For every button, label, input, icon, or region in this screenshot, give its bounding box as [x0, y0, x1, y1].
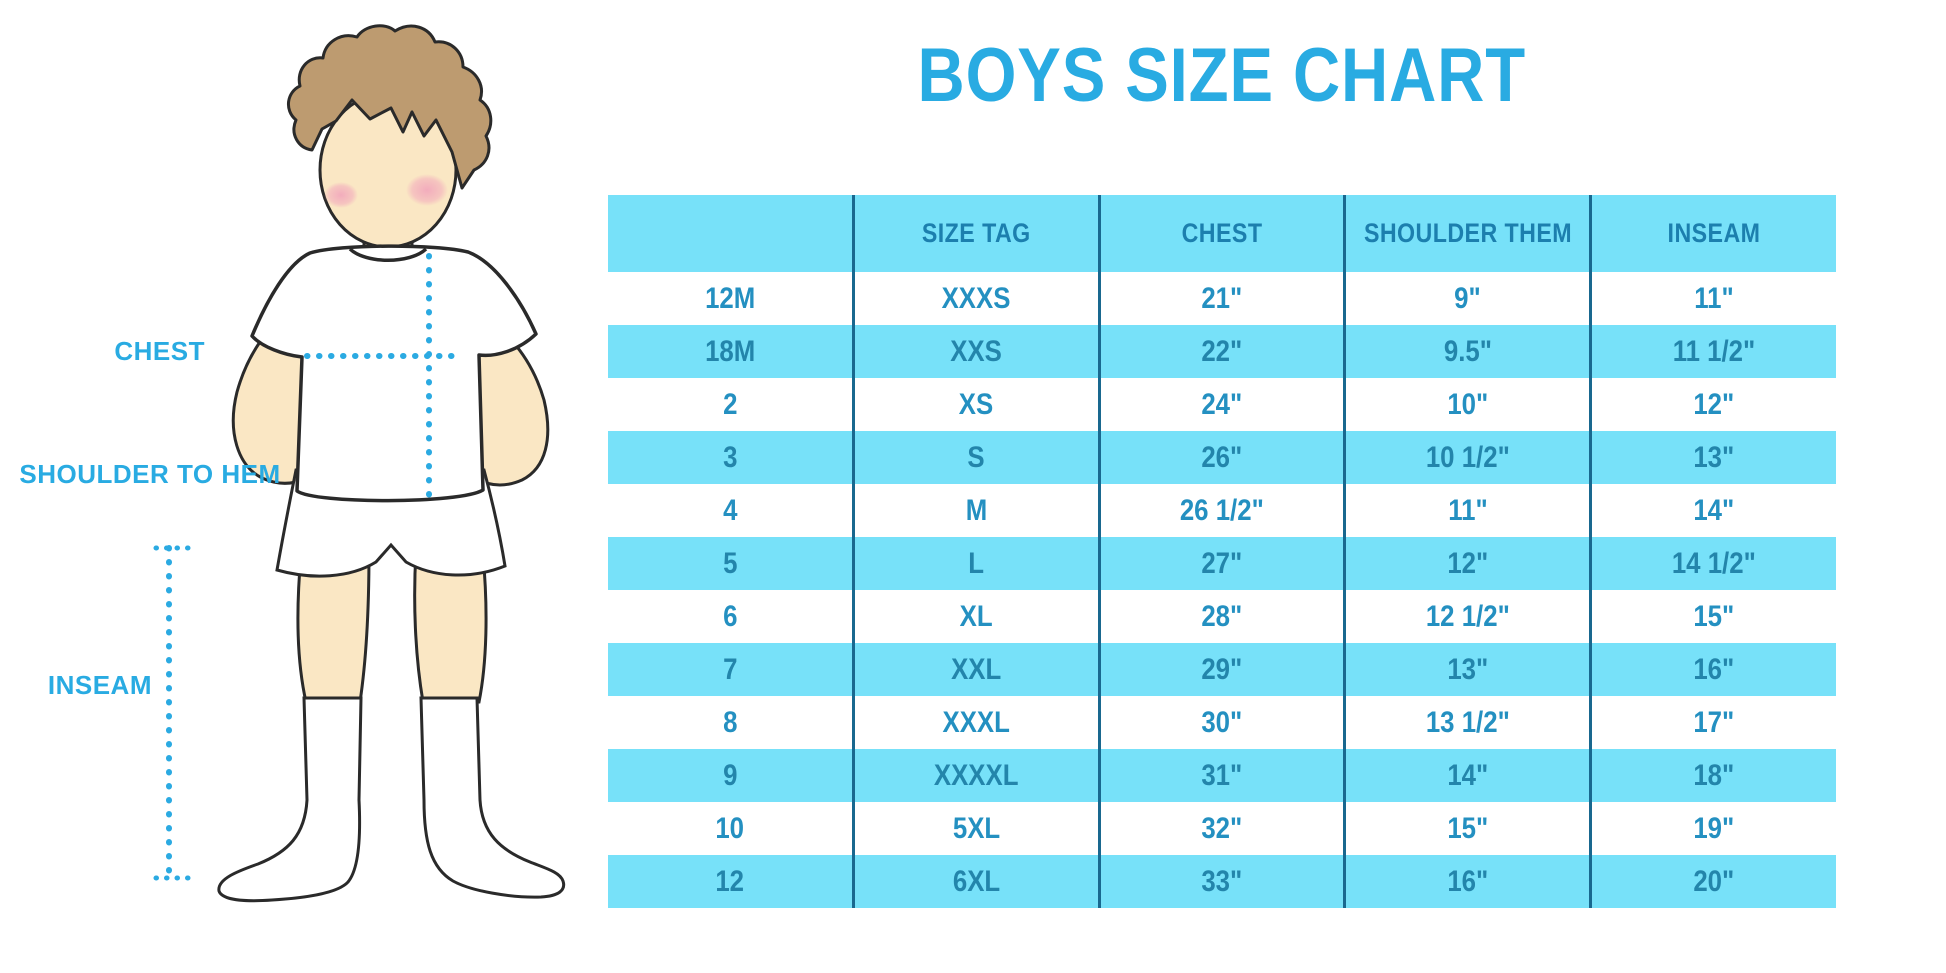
table-row: 4 M 26 1/2" 11" 14": [608, 484, 1836, 537]
table-cell: 13": [1343, 643, 1591, 696]
table-cell: 12M: [704, 281, 756, 315]
table-row: 10 5XL 32" 15" 19": [608, 802, 1836, 855]
table-cell: 9.5": [1343, 325, 1591, 378]
boy-hair: [287, 24, 493, 190]
table-row: 18M XXS 22" 9.5" 11 1/2": [608, 325, 1836, 378]
inseam-measure-line: [153, 545, 201, 881]
shoulder-to-hem-label: SHOULDER TO HEM: [19, 459, 281, 489]
column-header-inseam: INSEAM: [1588, 195, 1836, 272]
boy-socks: [217, 696, 566, 903]
table-cell: XL: [852, 590, 1100, 643]
table-cell: 13 1/2": [1343, 696, 1591, 749]
table-cell: XXXS: [852, 272, 1100, 325]
table-cell: 12": [1343, 537, 1591, 590]
blush-right: [406, 174, 448, 206]
table-cell: 21": [1097, 272, 1345, 325]
table-row: 12 6XL 33" 16" 20": [608, 855, 1836, 908]
table-cell: XXXL: [852, 696, 1100, 749]
table-cell: 15": [1588, 590, 1836, 643]
table-cell: 32": [1097, 802, 1345, 855]
table-cell: 12 1/2": [1343, 590, 1591, 643]
table-cell: 4: [722, 493, 738, 527]
table-cell: 3: [608, 431, 854, 484]
table-row: 2 XS 24" 10" 12": [608, 378, 1836, 431]
table-cell: 17": [1588, 696, 1836, 749]
chest-label: CHEST: [114, 336, 205, 366]
table-cell: 33": [1097, 855, 1345, 908]
table-cell: 12: [608, 855, 854, 908]
header-row: SIZE TAG CHEST SHOULDER THEM INSEAM: [608, 195, 1836, 272]
table-row: 3 S 26" 10 1/2" 13": [608, 431, 1836, 484]
table-cell: 2: [722, 387, 738, 421]
column-header-size-tag: SIZE TAG: [852, 195, 1100, 272]
table-cell: 10": [1343, 378, 1591, 431]
table-cell: XXXXL: [852, 749, 1100, 802]
table-cell: 5XL: [852, 802, 1100, 855]
size-chart-table: SIZE TAG CHEST SHOULDER THEM INSEAM 12M …: [608, 195, 1836, 908]
table-cell: 9": [1343, 272, 1591, 325]
table-cell: S: [852, 431, 1100, 484]
table-row: 8 XXXL 30" 13 1/2" 17": [608, 696, 1836, 749]
table-cell: 11 1/2": [1588, 325, 1836, 378]
table-cell: 15": [1343, 802, 1591, 855]
table-cell: 6XL: [852, 855, 1100, 908]
table-cell: 11": [1343, 484, 1591, 537]
table-cell: 24": [1097, 378, 1345, 431]
shirt-collar: [348, 247, 428, 262]
table-row: 5 L 27" 12" 14 1/2": [608, 537, 1836, 590]
table-cell: 9: [608, 749, 854, 802]
table-cell: XXL: [852, 643, 1100, 696]
table-cell: 18M: [608, 325, 854, 378]
blush-left: [324, 182, 358, 208]
boy-head: [287, 24, 493, 249]
table-cell: 8: [722, 705, 738, 739]
page-title: BOYS SIZE CHART: [917, 33, 1527, 118]
table-cell: 26 1/2": [1097, 484, 1345, 537]
table-cell: 20": [1588, 855, 1836, 908]
table-cell: 27": [1097, 537, 1345, 590]
table-cell: 11": [1588, 272, 1836, 325]
table-cell: 14": [1343, 749, 1591, 802]
table-cell: 29": [1097, 643, 1345, 696]
table-row: 12M XXXS 21" 9" 11": [608, 272, 1836, 325]
table-cell: 7: [608, 643, 854, 696]
table-cell: 6: [722, 599, 738, 633]
table-cell: 13": [1588, 431, 1836, 484]
boy-legs: [296, 550, 488, 704]
table-cell: 10: [715, 811, 745, 845]
table-cell: 19": [1588, 802, 1836, 855]
column-header-shoulder: SHOULDER THEM: [1343, 195, 1591, 272]
table-cell: 30": [1097, 696, 1345, 749]
table-cell: 5: [608, 537, 854, 590]
table-header: SIZE TAG CHEST SHOULDER THEM INSEAM: [608, 195, 1836, 272]
column-header-size: [608, 195, 854, 272]
table-row: 6 XL 28" 12 1/2" 15": [608, 590, 1836, 643]
table-cell: 28": [1097, 590, 1345, 643]
table-cell: 22": [1097, 325, 1345, 378]
table-row: 9 XXXXL 31" 14" 18": [608, 749, 1836, 802]
table-cell: M: [852, 484, 1100, 537]
inseam-label: INSEAM: [47, 670, 152, 700]
table-cell: XS: [852, 378, 1100, 431]
table-cell: L: [852, 537, 1100, 590]
boy-illustration: [153, 24, 566, 903]
table-cell: 12": [1588, 378, 1836, 431]
table-cell: 18": [1588, 749, 1836, 802]
table-cell: 31": [1097, 749, 1345, 802]
boy-shirt: [250, 244, 538, 503]
table-cell: XXS: [852, 325, 1100, 378]
column-header-chest: CHEST: [1097, 195, 1345, 272]
table-cell: 16": [1343, 855, 1591, 908]
table-cell: 14": [1588, 484, 1836, 537]
table-row: 7 XXL 29" 13" 16": [608, 643, 1836, 696]
table-cell: 26": [1097, 431, 1345, 484]
table-cell: 16": [1588, 643, 1836, 696]
table-cell: 14 1/2": [1588, 537, 1836, 590]
table-cell: 10 1/2": [1343, 431, 1591, 484]
